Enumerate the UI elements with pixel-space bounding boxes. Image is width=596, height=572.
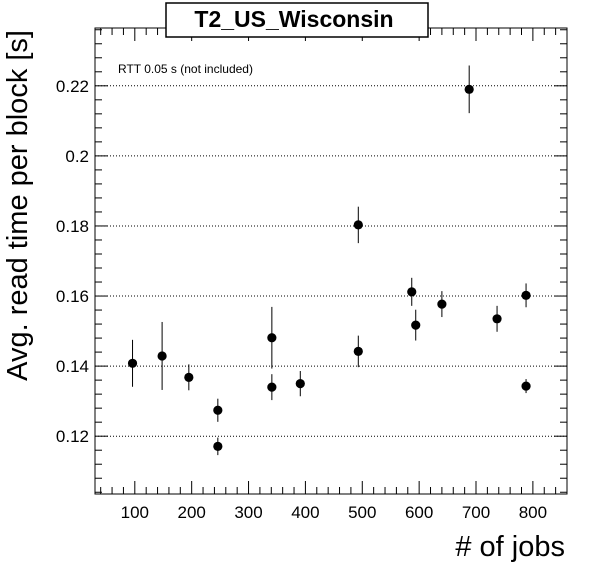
y-axis-title: Avg. read time per block [s] (2, 30, 34, 381)
x-tick-labels: 100 200 300 400 500 600 700 800 (121, 503, 547, 522)
data-point (157, 351, 167, 361)
data-point (353, 220, 363, 230)
data-point (521, 381, 531, 391)
y-tick-label: 0.14 (56, 357, 89, 376)
data-point (521, 290, 531, 300)
data-point (464, 84, 474, 94)
y-tick-labels: 0.12 0.14 0.16 0.18 0.2 0.22 (56, 77, 89, 446)
data-point (437, 299, 447, 309)
x-tick-label: 700 (462, 503, 490, 522)
x-tick-label: 500 (348, 503, 376, 522)
data-point (407, 287, 417, 297)
x-axis-title: # of jobs (455, 531, 565, 563)
y-tick-label: 0.16 (56, 287, 89, 306)
x-tick-label: 400 (291, 503, 319, 522)
data-points (127, 65, 531, 456)
title-box (165, 2, 429, 38)
x-tick-label: 200 (177, 503, 205, 522)
rtt-annotation: RTT 0.05 s (not included) (118, 62, 253, 76)
x-tick-label: 300 (234, 503, 262, 522)
x-tick-label: 800 (519, 503, 547, 522)
data-point (353, 346, 363, 356)
data-point (492, 314, 502, 324)
y-tick-label: 0.18 (56, 217, 89, 236)
chart-title: T2_US_Wisconsin (194, 6, 393, 32)
data-point (213, 441, 223, 451)
data-point (295, 379, 305, 389)
data-point (127, 358, 138, 368)
grid-lines (95, 85, 567, 437)
y-tick-label: 0.2 (65, 147, 89, 166)
y-tick-label: 0.12 (56, 427, 89, 446)
data-point (267, 382, 277, 392)
y-tick-label: 0.22 (56, 77, 89, 96)
data-point (411, 320, 421, 330)
x-tick-label: 100 (121, 503, 149, 522)
data-point (184, 372, 194, 382)
plot-frame (94, 27, 568, 495)
data-point (213, 405, 223, 415)
x-tick-label: 600 (405, 503, 433, 522)
data-point (267, 333, 277, 343)
